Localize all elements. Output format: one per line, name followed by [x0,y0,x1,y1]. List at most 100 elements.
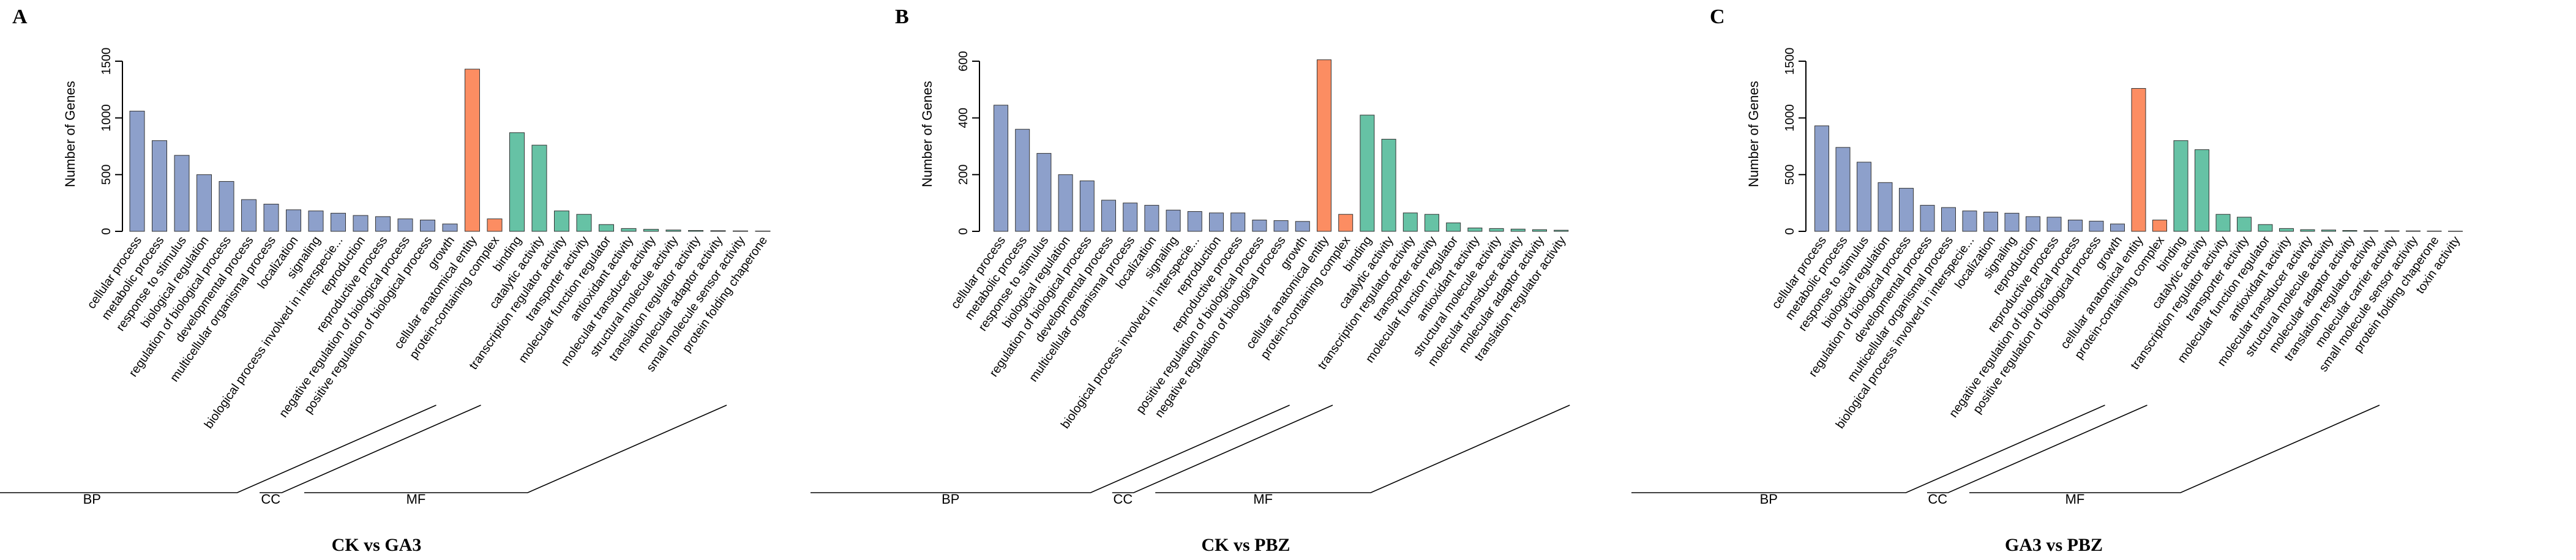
bar-molecular-transducer-activity [1510,228,1526,232]
bar-metabolic-process [1835,147,1851,232]
y-tick-label: 1500 [1783,48,1797,75]
bar-multicellular-organismal-process [263,204,279,232]
bar-regulation-of-biological-process [1079,181,1095,232]
bar-catalytic-activity [2195,149,2209,232]
bar-transporter-activity [2237,217,2252,232]
group-bracket-mf [304,405,727,493]
bar-catalytic-activity [1381,138,1396,232]
bar-developmental-process [1920,204,1935,232]
panel-a-title: CK vs GA3 [332,535,422,555]
y-tick-label: 0 [957,228,970,234]
bar-catalytic-activity [531,144,547,232]
y-tick-label: 0 [1783,228,1797,234]
bar-biological-regulation [1058,174,1073,232]
group-label-cc: CC [1114,491,1133,507]
bar-biological-process-involved-in-interspecie [331,212,346,232]
bar-signaling [308,211,324,232]
group-label-bp: BP [83,491,101,507]
group-label-cc: CC [1928,491,1947,507]
bar-negative-regulation-of-biological-process [397,218,413,232]
bar-cellular-process [994,105,1008,232]
y-axis-title: Number of Genes [62,81,78,187]
bar-structural-molecule-activity [1489,228,1504,232]
bar-response-to-stimulus [174,155,190,232]
panel-c-title: GA3 vs PBZ [2005,535,2103,555]
y-axis-title: Number of Genes [1746,81,1761,187]
bar-response-to-stimulus [1036,153,1052,232]
y-tick-label: 0 [100,228,113,234]
group-label-bp: BP [1760,491,1778,507]
bar-response-to-stimulus [1857,162,1871,232]
bar-antioxidant-activity [2279,228,2294,232]
bar-developmental-process [1101,200,1116,232]
group-bracket-bp [0,405,436,493]
bar-multicellular-organismal-process [1123,203,1138,232]
y-tick-label: 500 [100,165,113,185]
bar-developmental-process [241,199,256,232]
bar-localization [1983,211,1998,232]
y-tick-label: 1000 [1783,104,1797,132]
group-label-mf: MF [1253,491,1273,507]
bar-reproductive-process [2046,217,2062,232]
y-tick-label: 400 [957,108,970,128]
y-tick-label: 200 [957,165,970,185]
bar-toxin-activity [2448,231,2463,232]
bar-molecular-function-regulator [2258,224,2273,232]
bar-antioxidant-activity [621,228,637,232]
bar-positive-regulation-of-biological-process [420,219,435,232]
y-tick-label: 500 [1783,165,1797,185]
bar-translation-regulator-activity [1554,230,1569,232]
bar-cellular-process [129,111,145,232]
bar-multicellular-organismal-process [1941,207,1956,232]
y-tick-label: 1000 [100,104,113,132]
group-bracket-bp [1631,405,2105,493]
group-label-cc: CC [261,491,280,507]
bar-transcription-regulator-activity [1402,212,1418,232]
bar-reproduction [1209,212,1224,232]
y-axis-title: Number of Genes [919,81,935,187]
group-bracket-mf [1969,405,2380,493]
panel-b-letter: B [895,6,909,28]
panel-c-letter: C [1710,6,1725,28]
bar-localization [1144,204,1159,232]
bar-metabolic-process [152,140,167,232]
bar-biological-process-involved-in-interspecie [1962,211,1977,232]
bar-regulation-of-biological-process [219,181,234,232]
bar-cellular-anatomical-entity [1317,59,1331,232]
bar-reproduction [353,215,369,232]
bar-binding [509,132,525,232]
group-bracket-bp [811,405,1290,493]
group-label-mf: MF [2065,491,2085,507]
bar-transcription-regulator-activity [2215,214,2231,232]
bar-signaling [2004,212,2020,232]
bar-structural-molecule-activity [2321,230,2336,232]
bar-transcription-regulator-activity [554,211,569,232]
bar-molecular-function-regulator [1446,222,1461,232]
group-label-bp: BP [942,491,959,507]
group-bracket-cc [1927,405,2147,493]
bar-growth [2110,223,2125,232]
bar-regulation-of-biological-process [1899,188,1914,232]
bar-negative-regulation-of-biological-process [2068,219,2083,232]
bar-biological-regulation [1878,182,1893,232]
bar-biological-process-involved-in-interspecie [1187,211,1202,232]
bar-protein-containing-complex [1338,214,1354,232]
bar-reproduction [2026,216,2040,232]
panel-b-title: CK vs PBZ [1201,535,1290,555]
bar-molecular-transducer-activity [2300,229,2315,232]
bar-antioxidant-activity [1467,227,1483,232]
bar-metabolic-process [1015,129,1030,232]
group-bracket-cc [1112,405,1333,493]
group-bracket-mf [1155,405,1570,493]
bar-negative-regulation-of-biological-process [1273,220,1289,232]
group-label-mf: MF [406,491,426,507]
bar-signaling [1166,209,1181,232]
bar-transporter-activity [1425,214,1439,232]
bar-growth [1295,221,1310,232]
bar-molecular-adaptor-activity [1532,229,1547,232]
group-bracket-cc [260,405,481,493]
